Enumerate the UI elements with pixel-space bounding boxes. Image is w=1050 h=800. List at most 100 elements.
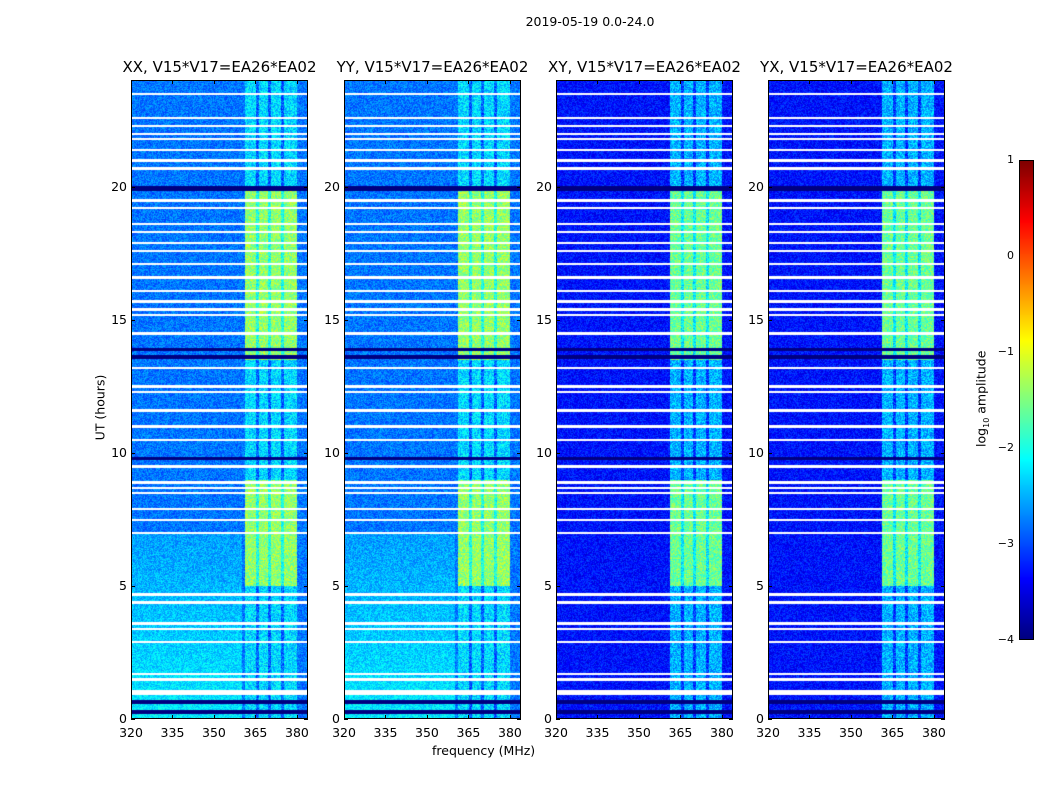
y-tick-label: 15 [536,311,552,327]
panel-title: YY, V15*V17=EA26*EA02 [336,58,529,76]
y-tick-mark [768,319,772,321]
waterfall-heatmap [556,80,733,719]
x-tick-mark [721,80,723,84]
y-tick-mark [556,186,560,188]
y-tick-label: 5 [756,577,764,593]
axes-frame [768,80,945,719]
y-tick-mark [131,452,135,454]
y-tick-mark [729,452,733,454]
x-tick-label: 380 [710,725,734,740]
y-tick-label: 15 [748,311,764,327]
y-tick-mark [941,719,945,720]
y-tick-mark [344,585,348,587]
y-tick-mark [517,585,521,587]
y-tick-label: 0 [544,711,552,726]
y-tick-label: 20 [536,178,552,194]
axes-frame [556,80,733,719]
y-tick-mark [304,585,308,587]
y-tick-mark [729,585,733,587]
x-tick-label: 335 [160,725,185,740]
y-tick-mark [517,319,521,321]
x-tick-label: 320 [544,725,568,740]
y-tick-mark [344,319,348,321]
x-tick-label: 365 [243,725,268,740]
x-tick-label: 365 [668,725,693,740]
x-tick-label: 335 [585,725,610,740]
x-tick-mark [468,80,470,84]
x-tick-mark [556,80,557,84]
x-tick-mark [809,80,811,84]
x-tick-mark [296,80,298,84]
x-tick-mark [468,715,470,719]
y-tick-mark [131,319,135,321]
x-tick-mark [255,715,257,719]
x-tick-label: 350 [202,725,226,740]
y-tick-mark [941,452,945,454]
x-axis-label: frequency (MHz) [432,743,536,758]
colorbar-label: log10 amplitude [973,350,991,447]
waterfall-heatmap [768,80,945,719]
y-tick-label: 15 [324,311,340,327]
y-tick-mark [941,319,945,321]
x-tick-mark [172,80,174,84]
y-tick-label: 10 [536,444,552,460]
y-tick-label: 5 [332,577,340,593]
colorbar-tick-label: 1 [1007,153,1014,166]
x-tick-mark [556,715,557,719]
x-tick-mark [680,80,682,84]
x-tick-label: 335 [373,725,398,740]
y-tick-mark [556,452,560,454]
x-tick-mark [721,715,723,719]
x-tick-mark [426,715,428,719]
colorbar-tick-label: −1 [997,345,1014,358]
x-tick-mark [344,80,345,84]
y-tick-mark [768,719,772,720]
y-tick-mark [517,186,521,188]
axes-frame [344,80,521,719]
x-tick-mark [892,715,894,719]
x-tick-label: 380 [498,725,522,740]
y-tick-label: 10 [748,444,764,460]
x-tick-mark [768,80,769,84]
y-tick-mark [304,719,308,720]
x-tick-mark [597,715,599,719]
x-tick-mark [213,80,215,84]
x-tick-mark [597,80,599,84]
x-tick-mark [933,80,935,84]
waterfall-heatmap [131,80,308,719]
x-tick-label: 350 [839,725,863,740]
x-tick-mark [255,80,257,84]
x-tick-mark [638,80,640,84]
colorbar [1019,160,1034,640]
x-tick-mark [933,715,935,719]
axes-frame [131,80,308,719]
x-tick-mark [809,715,811,719]
panel-title: XX, V15*V17=EA26*EA02 [122,58,317,76]
y-tick-mark [131,719,135,720]
x-tick-mark [509,715,511,719]
x-tick-mark [385,715,387,719]
x-tick-label: 320 [332,725,356,740]
colorbar-tick-label: −4 [997,633,1014,646]
panel-0: XX, V15*V17=EA26*EA02 320 335 350 365 380 0 5 10… [111,58,316,740]
x-tick-label: 365 [456,725,481,740]
x-tick-mark [385,80,387,84]
x-tick-mark [426,80,428,84]
y-tick-mark [729,719,733,720]
panel-1: YY, V15*V17=EA26*EA02 320 335 350 365 380 0 5 10… [324,58,528,740]
y-tick-mark [556,319,560,321]
y-tick-mark [304,186,308,188]
x-tick-label: 380 [285,725,309,740]
x-tick-mark [131,80,132,84]
y-tick-mark [304,452,308,454]
x-tick-mark [638,715,640,719]
x-tick-label: 380 [922,725,946,740]
x-tick-label: 365 [880,725,905,740]
panel-title: YX, V15*V17=EA26*EA02 [760,58,953,76]
panel-title: XY, V15*V17=EA26*EA02 [548,58,741,76]
x-tick-mark [509,80,511,84]
y-tick-mark [768,186,772,188]
y-tick-mark [768,452,772,454]
y-tick-label: 20 [748,178,764,194]
